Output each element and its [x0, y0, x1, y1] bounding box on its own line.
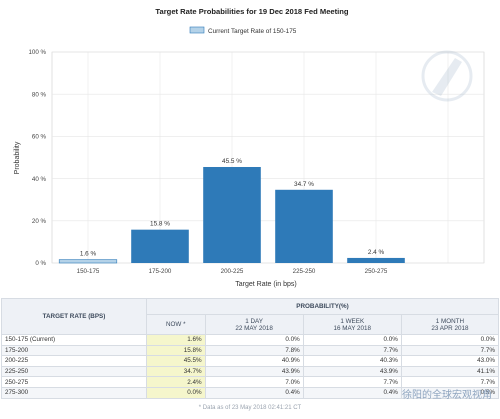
chart-title: Target Rate Probabilities for 19 Dec 201…: [155, 7, 348, 16]
y-axis-label: Probability: [14, 141, 21, 174]
bar-value-label: 45.5 %: [222, 158, 242, 165]
cell-now: 0.0%: [146, 386, 206, 399]
y-tick-label: 80 %: [32, 91, 47, 98]
y-tick-label: 40 %: [32, 176, 47, 183]
cell-now: 2.4%: [146, 376, 206, 388]
cell-1-day: 7.8%: [204, 344, 304, 357]
col-1-week: 1 WEEK 16 MAY 2018: [302, 314, 402, 335]
x-tick-label: 225-250: [293, 268, 316, 275]
y-tick-label: 20 %: [32, 218, 47, 225]
bar: [275, 189, 333, 263]
cell-now: 34.7%: [146, 365, 206, 378]
x-tick-label: 175-200: [149, 268, 172, 275]
bar: [347, 257, 405, 263]
cell-1-month: 43.0%: [400, 355, 500, 367]
probability-table-wrap: TARGET RATE (BPS) PROBABILITY(%) NOW * 1…: [0, 298, 500, 399]
cell-1-day: 40.9%: [204, 355, 304, 367]
row-label: 175-200: [1, 344, 147, 357]
cell-1-month: 0.0%: [400, 334, 500, 346]
cell-1-day: 0.0%: [204, 334, 304, 346]
bar-value-label: 2.4 %: [368, 249, 385, 256]
plot-frame: [51, 51, 485, 264]
y-tick-label: 100 %: [28, 49, 46, 56]
row-label: 225-250: [1, 365, 147, 378]
cell-now: 45.5%: [146, 355, 206, 367]
bar-value-label: 34.7 %: [294, 181, 314, 188]
table-row: 225-250 34.7% 43.9% 43.9% 41.1%: [1, 365, 500, 378]
bars: 1.6 % 15.8 % 45.5 % 34.7 % 2.4 %: [58, 158, 405, 264]
cell-1-week: 7.7%: [302, 344, 402, 357]
bar-value-label: 1.6 %: [80, 251, 97, 258]
cell-1-month: 7.7%: [400, 344, 500, 357]
legend-swatch: [189, 26, 205, 34]
watermark-logo-icon: [421, 50, 473, 102]
table-row: 175-200 15.8% 7.8% 7.7% 7.7%: [1, 344, 500, 357]
header-probability: PROBABILITY(%): [146, 298, 499, 315]
x-axis: 150-175 175-200 200-225 225-250 250-275: [77, 268, 388, 275]
grid: [51, 51, 485, 264]
bar: [203, 166, 261, 263]
data-timestamp-note: * Data as of 23 May 2018 02:41:21 CT: [198, 405, 302, 411]
watermark-text: 徐阳的全球宏观视角: [402, 390, 492, 401]
x-axis-label: Target Rate (in bps): [235, 281, 296, 288]
chart: Target Rate Probabilities for 19 Dec 201…: [14, 7, 485, 288]
y-axis: 0 % 20 % 40 % 60 % 80 % 100 %: [28, 49, 46, 267]
header-target-rate: TARGET RATE (BPS): [1, 298, 147, 335]
col-1-day: 1 DAY 22 MAY 2018: [204, 314, 304, 335]
cell-1-day: 43.9%: [204, 365, 304, 378]
cell-1-week: 0.4%: [302, 386, 402, 399]
row-label: 200-225: [1, 355, 147, 367]
bar-value-label: 15.8 %: [150, 221, 170, 228]
bar: [58, 259, 118, 264]
cell-1-day: 7.0%: [204, 376, 304, 388]
row-label: 250-275: [1, 376, 147, 388]
row-label: 275-300: [1, 386, 147, 399]
x-tick-label: 200-225: [221, 268, 244, 275]
cell-now: 1.6%: [146, 334, 206, 346]
cell-1-month: 41.1%: [400, 365, 500, 378]
bar: [131, 229, 189, 263]
legend: Current Target Rate of 150-175: [189, 26, 297, 35]
cell-1-week: 7.7%: [302, 376, 402, 388]
y-tick-label: 0 %: [35, 260, 46, 267]
y-tick-label: 60 %: [32, 134, 47, 141]
legend-label: Current Target Rate of 150-175: [208, 28, 297, 35]
table-row: 275-300 0.0% 0.4% 0.4% 0.5%: [1, 386, 500, 399]
cell-1-month: 7.7%: [400, 376, 500, 388]
probability-table: TARGET RATE (BPS) PROBABILITY(%) NOW * 1…: [1, 298, 500, 399]
col-now: NOW *: [146, 314, 206, 335]
cell-1-day: 0.4%: [204, 386, 304, 399]
cell-1-week: 43.9%: [302, 365, 402, 378]
cell-1-month: 0.5%: [400, 386, 500, 399]
table-row: 250-275 2.4% 7.0% 7.7% 7.7%: [1, 376, 500, 388]
cell-1-week: 0.0%: [302, 334, 402, 346]
cell-1-week: 40.3%: [302, 355, 402, 367]
cell-now: 15.8%: [146, 344, 206, 357]
row-label: 150-175 (Current): [1, 334, 147, 346]
col-1-month: 1 MONTH 23 APR 2018: [400, 314, 500, 335]
x-tick-label: 150-175: [77, 268, 100, 275]
table-row: 150-175 (Current) 1.6% 0.0% 0.0% 0.0%: [1, 334, 500, 346]
x-tick-label: 250-275: [365, 268, 388, 275]
table-row: 200-225 45.5% 40.9% 40.3% 43.0%: [1, 355, 500, 367]
